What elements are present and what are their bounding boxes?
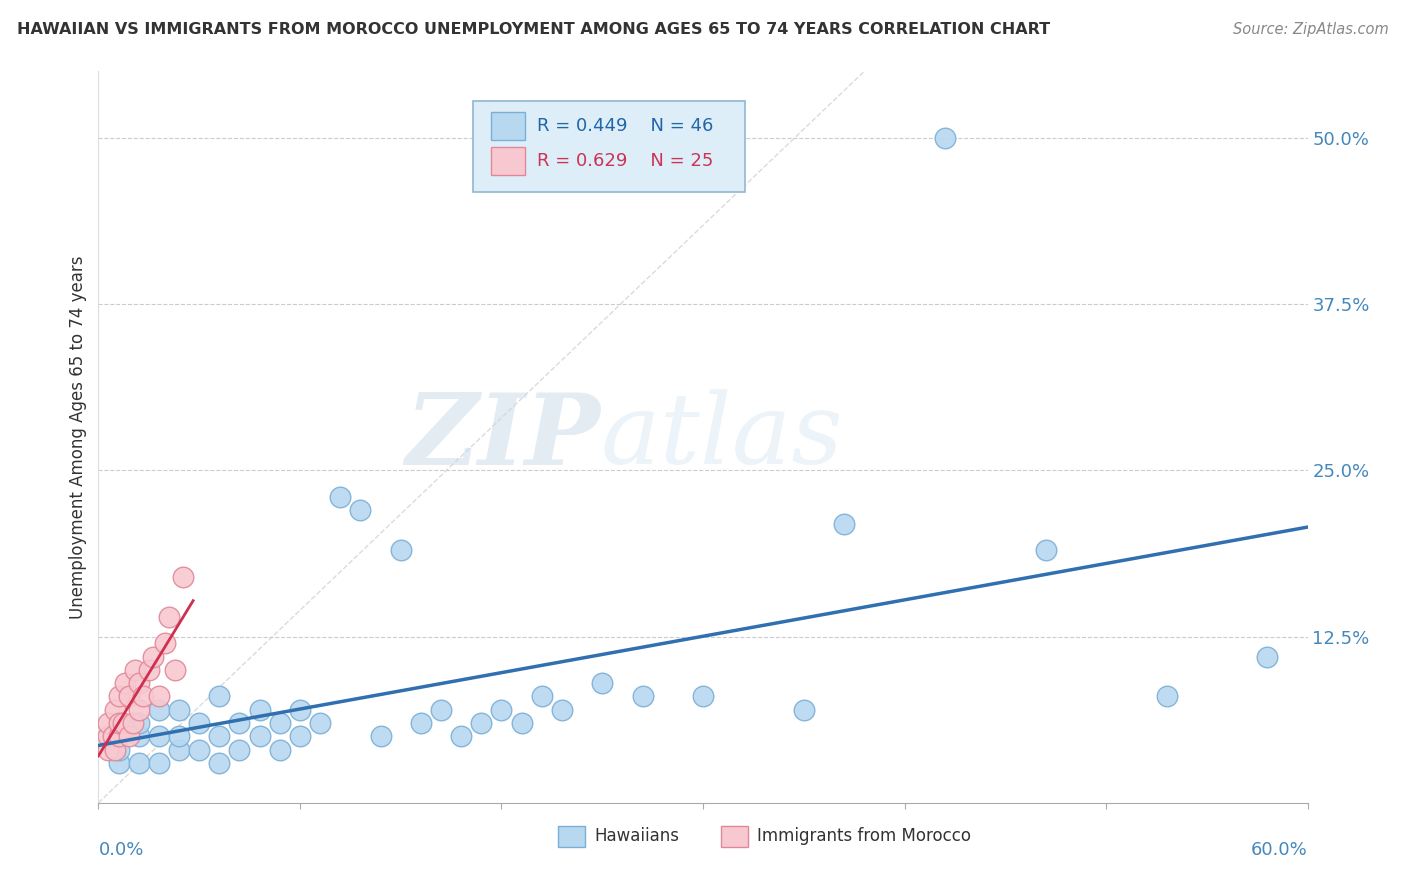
Point bbox=[148, 690, 170, 704]
Point bbox=[107, 690, 129, 704]
Point bbox=[167, 703, 190, 717]
Point bbox=[309, 716, 332, 731]
Point bbox=[107, 716, 129, 731]
Point bbox=[832, 516, 855, 531]
Point bbox=[1256, 649, 1278, 664]
Point bbox=[934, 131, 956, 145]
Point bbox=[167, 729, 190, 743]
Point bbox=[208, 690, 231, 704]
Point bbox=[128, 729, 150, 743]
Point bbox=[551, 703, 574, 717]
Point bbox=[103, 742, 125, 756]
Y-axis label: Unemployment Among Ages 65 to 74 years: Unemployment Among Ages 65 to 74 years bbox=[69, 255, 87, 619]
Point bbox=[128, 676, 150, 690]
Point bbox=[228, 716, 250, 731]
Point bbox=[172, 570, 194, 584]
Text: atlas: atlas bbox=[600, 390, 844, 484]
Point bbox=[329, 490, 352, 504]
Text: R = 0.629    N = 25: R = 0.629 N = 25 bbox=[537, 153, 714, 170]
Point bbox=[128, 703, 150, 717]
Point bbox=[370, 729, 392, 743]
Point bbox=[153, 636, 176, 650]
Point bbox=[97, 716, 120, 731]
Point bbox=[111, 716, 134, 731]
Point bbox=[208, 756, 231, 770]
Point bbox=[269, 742, 291, 756]
Point bbox=[107, 729, 129, 743]
Text: 60.0%: 60.0% bbox=[1251, 841, 1308, 859]
Point bbox=[124, 663, 146, 677]
Point bbox=[491, 703, 513, 717]
Text: HAWAIIAN VS IMMIGRANTS FROM MOROCCO UNEMPLOYMENT AMONG AGES 65 TO 74 YEARS CORRE: HAWAIIAN VS IMMIGRANTS FROM MOROCCO UNEM… bbox=[17, 22, 1050, 37]
Point bbox=[163, 663, 186, 677]
Text: Immigrants from Morocco: Immigrants from Morocco bbox=[758, 827, 972, 846]
Point bbox=[349, 503, 371, 517]
Bar bbox=[492, 112, 526, 140]
Point bbox=[228, 742, 250, 756]
Point bbox=[450, 729, 472, 743]
Point bbox=[157, 609, 180, 624]
Point bbox=[470, 716, 492, 731]
Point bbox=[269, 716, 291, 731]
Point bbox=[107, 742, 129, 756]
Point bbox=[510, 716, 533, 731]
Point bbox=[128, 756, 150, 770]
Text: Hawaiians: Hawaiians bbox=[595, 827, 679, 846]
Point bbox=[148, 756, 170, 770]
Point bbox=[249, 729, 271, 743]
Point bbox=[430, 703, 453, 717]
Point bbox=[138, 663, 160, 677]
Point bbox=[118, 690, 141, 704]
Point bbox=[188, 716, 211, 731]
Text: ZIP: ZIP bbox=[405, 389, 600, 485]
Point bbox=[167, 742, 190, 756]
Point bbox=[118, 729, 141, 743]
Point bbox=[249, 703, 271, 717]
Point bbox=[793, 703, 815, 717]
Point bbox=[631, 690, 654, 704]
Point bbox=[128, 716, 150, 731]
Point bbox=[591, 676, 613, 690]
Text: R = 0.449    N = 46: R = 0.449 N = 46 bbox=[537, 117, 714, 136]
Point bbox=[1156, 690, 1178, 704]
Bar bbox=[558, 826, 585, 847]
Point bbox=[97, 729, 120, 743]
Point bbox=[103, 703, 125, 717]
Point bbox=[114, 676, 136, 690]
FancyBboxPatch shape bbox=[474, 101, 745, 192]
Point bbox=[208, 729, 231, 743]
Point bbox=[148, 703, 170, 717]
Point bbox=[1035, 543, 1057, 558]
Point bbox=[409, 716, 432, 731]
Point bbox=[121, 716, 143, 731]
Point bbox=[101, 729, 124, 743]
Point bbox=[132, 690, 155, 704]
Point bbox=[142, 649, 165, 664]
Point bbox=[188, 742, 211, 756]
Text: 0.0%: 0.0% bbox=[98, 841, 143, 859]
Point bbox=[389, 543, 412, 558]
Bar bbox=[492, 147, 526, 175]
Text: Source: ZipAtlas.com: Source: ZipAtlas.com bbox=[1233, 22, 1389, 37]
Point bbox=[148, 729, 170, 743]
Point bbox=[288, 729, 311, 743]
Point bbox=[107, 756, 129, 770]
Point bbox=[530, 690, 553, 704]
Point bbox=[692, 690, 714, 704]
Point bbox=[288, 703, 311, 717]
Point bbox=[97, 742, 120, 756]
Bar bbox=[721, 826, 748, 847]
